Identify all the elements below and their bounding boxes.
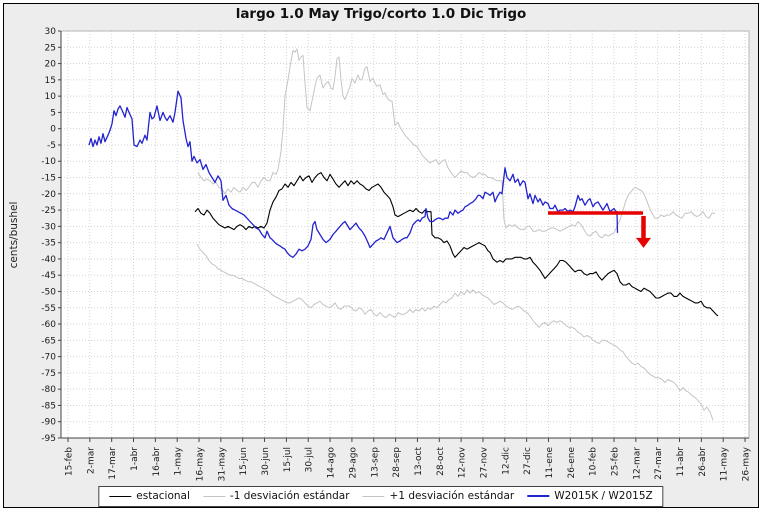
y-tick-label: -70 [41, 353, 56, 363]
y-tick-label: -55 [41, 304, 56, 314]
series-line-3 [197, 48, 715, 239]
x-tick-label: 13-oct [414, 447, 424, 476]
plot-background [61, 31, 749, 438]
series-line-2 [196, 244, 714, 421]
series-line-4 [88, 90, 619, 258]
y-tick-label: -65 [41, 336, 56, 346]
y-tick-label: -85 [41, 401, 56, 411]
y-tick-label: -25 [41, 206, 56, 216]
y-tick-label: -5 [47, 141, 56, 151]
x-tick-label: 10-feb [589, 447, 599, 476]
y-tick-label: -15 [41, 174, 56, 184]
legend-item-w2015k-w2015z: W2015K / W2015Z [527, 490, 653, 502]
legend-swatch-w2015k-w2015z [527, 495, 550, 497]
legend-swatch-estacional [109, 495, 132, 497]
y-tick-label: 25 [45, 43, 56, 53]
x-tick-label: 27-mar [654, 447, 664, 480]
x-tick-label: 28-sep [392, 447, 402, 478]
legend-item-estacional: estacional [109, 490, 190, 502]
x-tick-label: 2-mar [86, 447, 96, 474]
y-tick-label: 5 [50, 108, 56, 118]
y-tick-label: -20 [41, 190, 56, 200]
x-tick-label: 26-abr [698, 447, 708, 477]
legend-swatch-plus1-std [362, 495, 385, 497]
y-tick-label: 0 [50, 125, 56, 135]
x-tick-label: 30-jun [261, 447, 271, 476]
x-tick-label: 14-ago [327, 447, 337, 479]
y-tick-label: -35 [41, 239, 56, 249]
x-tick-label: 11-ene [545, 447, 555, 479]
x-tick-label: 16-abr [152, 447, 162, 477]
chart-title: largo 1.0 May Trigo/corto 1.0 Dic Trigo [235, 6, 527, 22]
legend-label: +1 desviación estándar [389, 490, 515, 502]
x-tick-label: 15-jul [283, 447, 293, 472]
legend-label: W2015K / W2015Z [554, 490, 653, 502]
y-tick-label: 15 [45, 76, 56, 86]
y-tick-label: -45 [41, 271, 56, 281]
legend-swatch-minus1-std [202, 495, 225, 497]
x-tick-label: 27-nov [479, 446, 489, 478]
x-tick-label: 28-oct [436, 447, 446, 476]
x-tick-label: 16-may [196, 446, 206, 481]
legend-item-minus1-std: -1 desviación estándar [202, 490, 350, 502]
x-tick-label: 15-jun [239, 447, 249, 476]
series-line-1 [194, 172, 719, 317]
y-tick-label: -30 [41, 222, 56, 232]
y-tick-label: -95 [41, 434, 56, 444]
down-arrow-icon [636, 237, 651, 248]
y-axis-label: cents/bushel [8, 201, 20, 269]
x-tick-label: 30-jul [305, 447, 315, 472]
x-tick-label: 27-dic [523, 447, 533, 475]
legend: estacional -1 desviación estándar +1 des… [98, 486, 664, 507]
y-tick-label: -90 [41, 418, 56, 428]
y-tick-label: -10 [41, 157, 56, 167]
x-tick-label: 29-ago [348, 447, 358, 479]
x-tick-label: 1-may [174, 446, 184, 475]
x-tick-label: 31-may [217, 446, 227, 481]
x-tick-label: 26-ene [567, 447, 577, 479]
x-tick-label: 1-abr [130, 447, 140, 471]
x-tick-label: 17-mar [108, 447, 118, 480]
y-tick-label: -50 [41, 287, 56, 297]
legend-label: estacional [136, 490, 190, 502]
legend-label: -1 desviación estándar [229, 490, 350, 502]
x-tick-label: 12-mar [632, 447, 642, 480]
y-tick-label: -80 [41, 385, 56, 395]
x-tick-label: 25-feb [611, 447, 621, 476]
y-tick-label: 20 [45, 60, 57, 70]
x-tick-label: 11-may [720, 446, 730, 481]
x-tick-label: 15-feb [65, 447, 75, 476]
x-tick-label: 13-sep [370, 447, 380, 478]
y-tick-label: 10 [45, 92, 57, 102]
legend-item-plus1-std: +1 desviación estándar [362, 490, 515, 502]
x-tick-label: 26-may [742, 446, 752, 481]
y-tick-label: 30 [45, 27, 57, 37]
y-tick-label: -40 [41, 255, 56, 265]
y-tick-label: -75 [41, 369, 56, 379]
x-tick-label: 12-nov [458, 446, 468, 478]
x-tick-label: 12-dic [501, 447, 511, 475]
plot-border [60, 30, 750, 439]
y-tick-label: -60 [41, 320, 56, 330]
x-tick-label: 11-abr [676, 447, 686, 477]
